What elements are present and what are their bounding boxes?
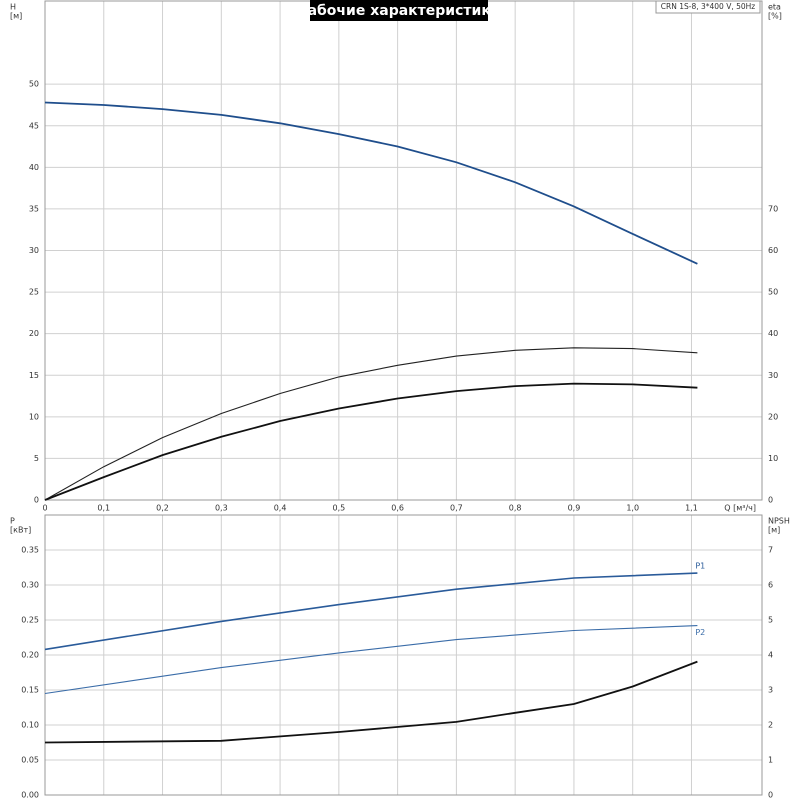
y2-tick-label: 6 [768,581,773,590]
x-tick-label: 1,1 [685,504,698,513]
curve [44,572,698,651]
x-axis-label: Q [м³/ч] [724,504,756,513]
y-tick-label: 45 [29,121,39,130]
y-tick-label: 0.15 [21,686,39,695]
y-axis-unit: [м] [10,12,22,21]
y-tick-label: 0.20 [21,651,39,660]
curve-label: P1 [695,562,705,571]
y2-tick-label: 10 [768,454,778,463]
curve [44,382,698,501]
y2-tick-label: 4 [768,651,773,660]
x-tick-label: 0,1 [97,504,110,513]
y-tick-label: 25 [29,288,39,297]
x-tick-label: 0,6 [391,504,404,513]
y-tick-label: 0.35 [21,546,39,555]
x-tick-label: 0,3 [215,504,228,513]
y-tick-label: 0.30 [21,581,39,590]
y2-tick-label: 40 [768,329,778,338]
chart-title: Рабочие характеристики [297,3,500,19]
x-tick-label: 0,5 [332,504,345,513]
y2-tick-label: 0 [768,496,773,505]
curve [44,347,698,501]
y-tick-label: 20 [29,329,39,338]
y2-tick-label: 70 [768,204,778,213]
y-tick-label: 0 [34,496,39,505]
y-axis-label: P [10,517,15,526]
y-tick-label: 0.10 [21,721,39,730]
y-axis-label: H [10,3,16,12]
y-tick-label: 0.00 [21,791,39,800]
y2-tick-label: 50 [768,288,778,297]
y2-tick-label: 5 [768,616,773,625]
y2-tick-label: 60 [768,246,778,255]
y2-tick-label: 30 [768,371,778,380]
y2-tick-label: 20 [768,412,778,421]
y-tick-label: 15 [29,371,39,380]
x-tick-label: 0,2 [156,504,169,513]
y2-axis-label: NPSH [768,517,790,526]
y-tick-label: 35 [29,204,39,213]
y-tick-label: 10 [29,412,39,421]
y2-axis-label: eta [768,3,781,12]
plot-frame [44,514,763,796]
title-box [310,0,488,21]
curve-label: P2 [695,628,705,637]
x-tick-label: 0,8 [509,504,522,513]
x-tick-label: 0,4 [274,504,287,513]
x-tick-label: 1,0 [626,504,639,513]
x-tick-label: 0 [42,504,47,513]
annotation-box [655,0,761,14]
y2-axis-unit: [%] [768,12,782,21]
annotation: CRN 1S-8, 3*400 V, 50Hz [661,2,756,11]
y-axis-unit: [кВт] [10,526,31,535]
y-tick-label: 5 [34,454,39,463]
y2-axis-unit: [м] [768,526,780,535]
y2-tick-label: 0 [768,791,773,800]
x-tick-label: 0,7 [450,504,463,513]
curve [44,101,698,265]
y2-tick-label: 1 [768,756,773,765]
y-tick-label: 50 [29,80,39,89]
x-tick-label: 0,9 [568,504,581,513]
curve [44,660,698,744]
y-tick-label: 40 [29,163,39,172]
y-tick-label: 30 [29,246,39,255]
y2-tick-label: 3 [768,686,773,695]
y-tick-label: 0.25 [21,616,39,625]
curve [44,625,698,695]
y2-tick-label: 7 [768,546,773,555]
y-tick-label: 0.05 [21,756,39,765]
y2-tick-label: 2 [768,721,773,730]
